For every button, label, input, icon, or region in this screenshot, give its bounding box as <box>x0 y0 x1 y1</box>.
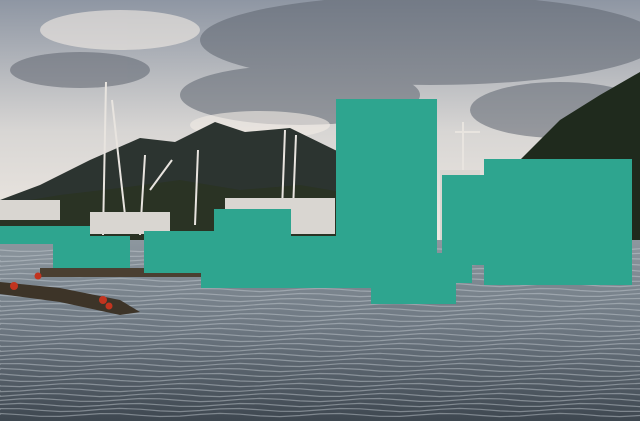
buoys <box>10 272 113 310</box>
ripple-line <box>0 307 640 313</box>
ripple-line <box>0 347 640 353</box>
ripple-line <box>0 327 640 333</box>
ripple-line <box>0 377 640 383</box>
ripple-line <box>0 362 640 368</box>
mask-region <box>371 264 456 304</box>
mask-region <box>53 236 130 268</box>
ripple-line <box>0 382 640 388</box>
ripple-line <box>0 352 640 358</box>
ripple-line <box>0 367 640 373</box>
ripple-line <box>0 407 640 413</box>
ripple-line <box>0 317 640 323</box>
ripple-line <box>0 342 640 348</box>
ripple-line <box>0 412 640 418</box>
ripple-line <box>0 332 640 338</box>
ripple-line <box>0 287 640 293</box>
dock <box>0 282 140 315</box>
ripple-line <box>0 397 640 403</box>
ripple-line <box>0 387 640 393</box>
mask-region <box>201 236 371 288</box>
ripple-line <box>0 322 640 328</box>
ripple-line <box>0 292 640 298</box>
ripple-line <box>0 372 640 378</box>
mask-region <box>484 159 632 285</box>
ripple-line <box>0 312 640 318</box>
ripple-line <box>0 392 640 398</box>
ripple-line <box>0 357 640 363</box>
ripple-line <box>0 402 640 408</box>
mask-region <box>442 175 484 265</box>
ripple-line <box>0 337 640 343</box>
mask-region <box>144 231 214 273</box>
